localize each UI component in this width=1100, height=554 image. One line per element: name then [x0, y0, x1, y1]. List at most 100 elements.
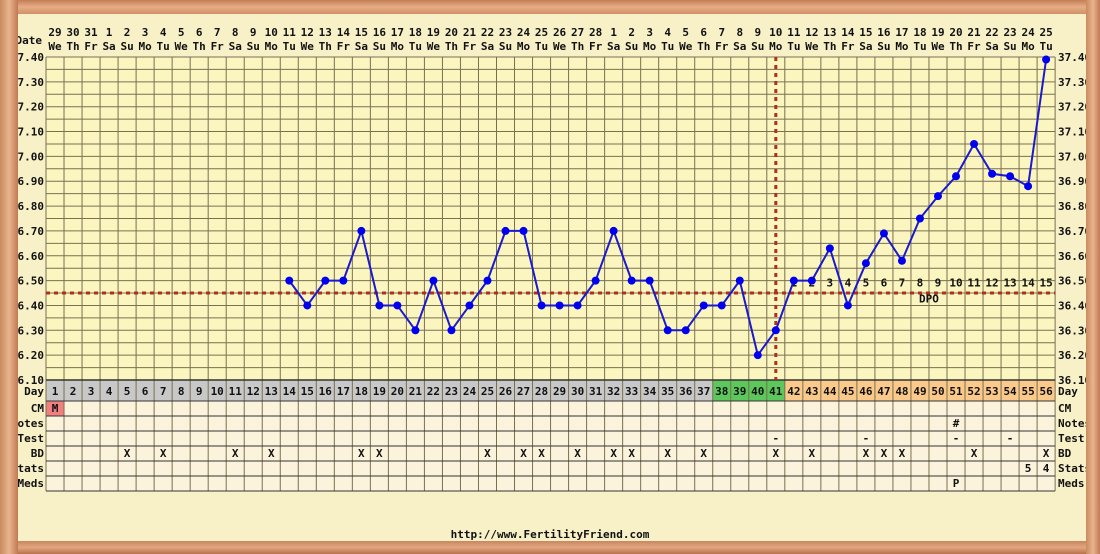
weekday: We	[427, 40, 441, 53]
day-number: 44	[823, 385, 837, 398]
day-number: 56	[1039, 385, 1053, 398]
day-cell	[280, 380, 299, 401]
dpo-number: 9	[935, 277, 942, 290]
day-number: 17	[337, 385, 350, 398]
row-entry-meds: P	[953, 477, 960, 490]
day-cell	[514, 380, 533, 401]
day-cell	[730, 380, 749, 401]
day-number: 38	[715, 385, 728, 398]
temperature-point	[609, 226, 618, 235]
weekday: Fr	[589, 40, 603, 53]
date-number: 2	[124, 26, 131, 39]
row-label-right-bd: BD	[1058, 447, 1072, 460]
y-tick-right: 37.20	[1058, 101, 1091, 114]
temperature-point	[555, 301, 564, 310]
day-number: 26	[499, 385, 513, 398]
weekday: Tu	[409, 40, 422, 53]
date-number: 13	[319, 26, 332, 39]
temperature-point	[573, 301, 582, 310]
day-number: 2	[70, 385, 77, 398]
date-number: 9	[250, 26, 257, 39]
day-number: 53	[985, 385, 998, 398]
temperature-point	[393, 301, 402, 310]
y-tick-right: 36.50	[1058, 275, 1091, 288]
day-cell	[442, 380, 461, 401]
day-number: 5	[124, 385, 131, 398]
weekday: Fr	[841, 40, 855, 53]
weekday: Sa	[355, 40, 368, 53]
temperature-point	[681, 326, 690, 335]
date-number: 12	[805, 26, 818, 39]
day-label-right: Day	[1058, 385, 1078, 398]
footer-url[interactable]: http://www.FertilityFriend.com	[450, 528, 650, 541]
day-cell	[370, 380, 389, 401]
temperature-point	[285, 276, 294, 285]
row-entry-bd: X	[574, 447, 581, 460]
temperature-point	[771, 326, 780, 335]
temperature-point	[897, 256, 906, 265]
weekday: Fr	[337, 40, 351, 53]
date-number: 10	[769, 26, 782, 39]
date-number: 11	[787, 26, 801, 39]
row-entry-bd: X	[358, 447, 365, 460]
day-number: 6	[142, 385, 149, 398]
dpo-number: 5	[863, 277, 870, 290]
date-number: 4	[160, 26, 167, 39]
day-cell	[118, 380, 137, 401]
date-number: 8	[736, 26, 743, 39]
date-number: 29	[48, 26, 61, 39]
weekday: We	[48, 40, 62, 53]
day-cell	[1001, 380, 1020, 401]
row-entry-bd: X	[863, 447, 870, 460]
date-number: 16	[877, 26, 891, 39]
temperature-point	[303, 301, 312, 310]
day-number: 15	[301, 385, 314, 398]
day-number: 23	[445, 385, 458, 398]
day-cell	[1019, 380, 1038, 401]
day-cell	[388, 380, 407, 401]
dpo-number: 6	[881, 277, 888, 290]
row-entry-bd: X	[268, 447, 275, 460]
y-tick-left: 36.60	[11, 250, 44, 263]
day-number: 11	[229, 385, 243, 398]
dpo-number: 14	[1021, 277, 1035, 290]
day-number: 27	[517, 385, 530, 398]
day-cell	[874, 380, 893, 401]
weekday: Mo	[265, 40, 279, 53]
day-cell	[838, 380, 857, 401]
temperature-point	[825, 244, 834, 253]
date-number: 18	[913, 26, 926, 39]
frame-left	[0, 0, 18, 554]
weekday: We	[805, 40, 819, 53]
day-number: 30	[571, 385, 584, 398]
date-number: 23	[499, 26, 512, 39]
weekday: Mo	[138, 40, 152, 53]
temperature-point	[699, 301, 708, 310]
temperature-point	[429, 276, 438, 285]
day-number: 33	[625, 385, 638, 398]
day-cell	[748, 380, 767, 401]
weekday: Su	[120, 40, 133, 53]
temperature-point	[789, 276, 798, 285]
date-number: 12	[301, 26, 314, 39]
day-number: 20	[391, 385, 404, 398]
y-tick-right: 36.70	[1058, 225, 1091, 238]
row-label-right-notes: Notes	[1058, 417, 1091, 430]
day-number: 19	[373, 385, 386, 398]
day-number: 43	[805, 385, 818, 398]
weekday: Sa	[481, 40, 494, 53]
weekday: Mo	[1021, 40, 1035, 53]
day-cell	[676, 380, 695, 401]
row-entry-bd: X	[772, 447, 779, 460]
y-tick-left: 36.70	[11, 225, 44, 238]
weekday: Mo	[391, 40, 405, 53]
temperature-point	[447, 326, 456, 335]
weekday: Mo	[517, 40, 531, 53]
date-number: 25	[535, 26, 548, 39]
day-number: 49	[913, 385, 926, 398]
day-cell	[622, 380, 641, 401]
y-tick-left: 36.80	[11, 200, 44, 213]
y-tick-left: 36.10	[11, 374, 44, 387]
weekday: Sa	[733, 40, 746, 53]
